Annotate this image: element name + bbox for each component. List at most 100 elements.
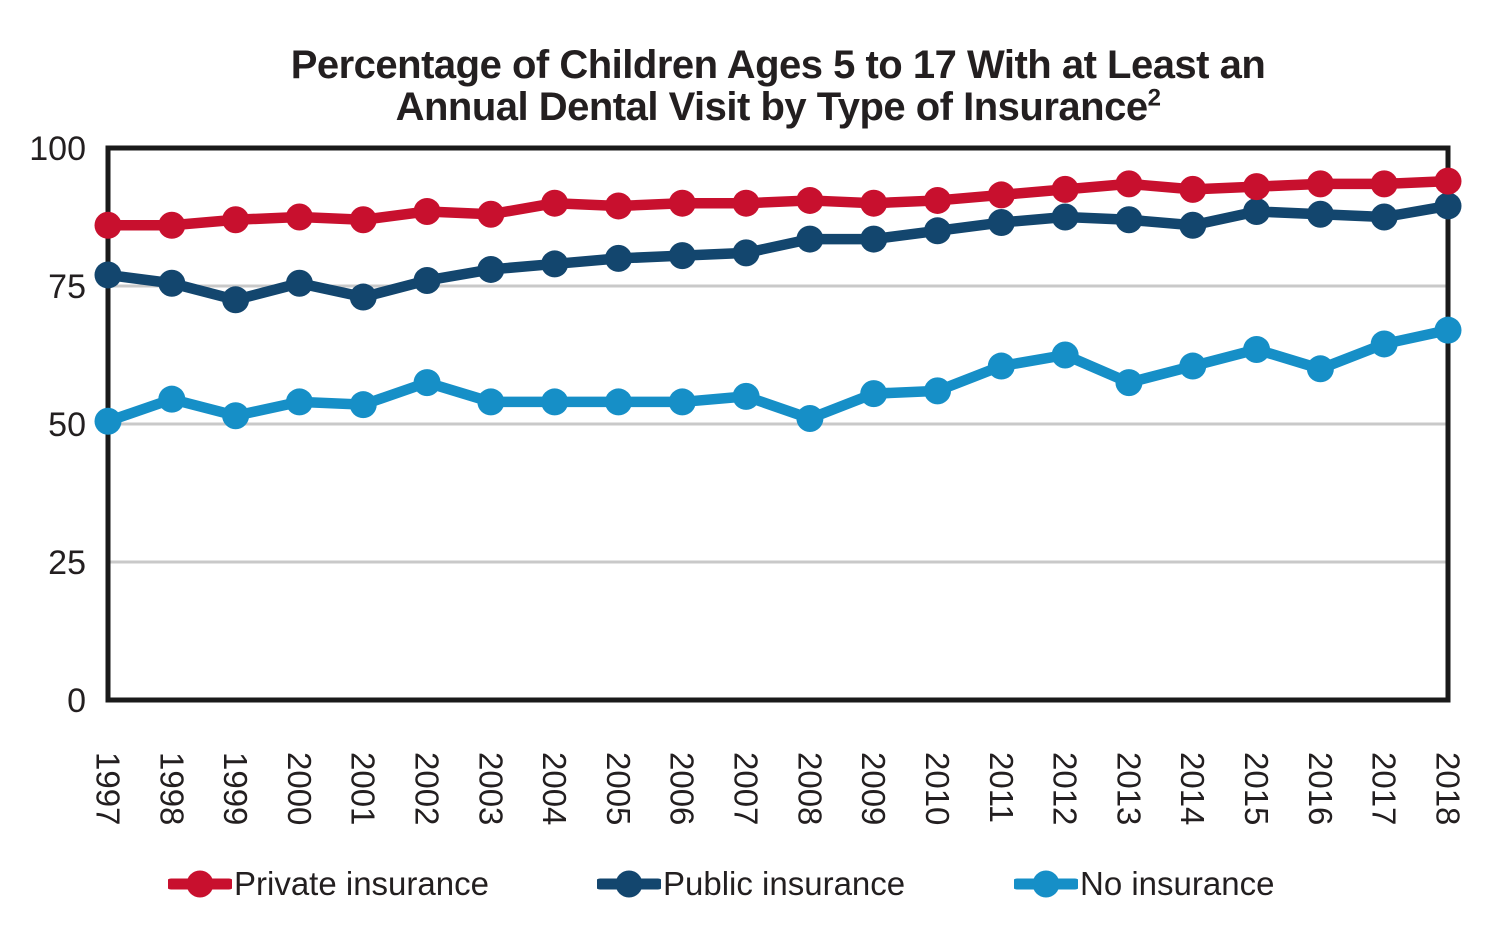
series-point-public-insurance-2002 xyxy=(413,266,441,294)
legend-marker-private-insurance xyxy=(168,870,232,898)
series-point-public-insurance-2009 xyxy=(860,225,888,253)
series-point-no-insurance-2017 xyxy=(1370,330,1398,358)
x-axis-tick-label-2005: 2005 xyxy=(600,752,637,825)
legend-marker-public-insurance xyxy=(597,870,661,898)
legend-label-public-insurance: Public insurance xyxy=(663,865,906,902)
x-axis-tick-label-2013: 2013 xyxy=(1110,752,1147,825)
x-axis-tick-label-2003: 2003 xyxy=(472,752,509,825)
legend-item-private-insurance: Private insurance xyxy=(168,862,489,906)
x-axis-tick-label-2004: 2004 xyxy=(536,752,573,825)
series-point-private-insurance-1997 xyxy=(94,211,122,239)
x-axis-tick-label-2017: 2017 xyxy=(1366,752,1403,825)
series-point-private-insurance-2014 xyxy=(1179,175,1207,203)
series-point-private-insurance-2000 xyxy=(285,203,313,231)
series-point-public-insurance-2013 xyxy=(1115,206,1143,234)
chart-title: Percentage of Children Ages 5 to 17 With… xyxy=(108,44,1448,128)
series-point-public-insurance-2000 xyxy=(285,269,313,297)
series-point-private-insurance-2015 xyxy=(1243,173,1271,201)
legend-item-public-insurance: Public insurance xyxy=(597,862,905,906)
x-axis-tick-label-2016: 2016 xyxy=(1302,752,1339,825)
series-line-private-insurance xyxy=(108,175,1449,231)
legend-marker-no-insurance xyxy=(1014,870,1078,898)
x-axis-tick-label-2009: 2009 xyxy=(855,752,892,825)
series-point-public-insurance-2011 xyxy=(987,209,1015,237)
x-axis-tick-label-2018: 2018 xyxy=(1429,752,1466,825)
series-point-public-insurance-2016 xyxy=(1306,200,1334,228)
x-axis-tick-label-2006: 2006 xyxy=(664,752,701,825)
chart-legend: Private insurance Public insurance No insu… xyxy=(0,862,1500,906)
chart-title-line2: Annual Dental Visit by Type of Insurance xyxy=(395,85,1149,129)
series-point-public-insurance-2014 xyxy=(1179,211,1207,239)
series-point-no-insurance-1998 xyxy=(158,385,186,413)
x-axis-tick-label-2002: 2002 xyxy=(408,752,445,825)
series-point-private-insurance-2007 xyxy=(732,189,760,217)
series-point-no-insurance-2015 xyxy=(1243,335,1271,363)
series-point-private-insurance-2013 xyxy=(1115,170,1143,198)
series-point-private-insurance-2010 xyxy=(924,186,952,214)
series-point-public-insurance-2003 xyxy=(477,255,505,283)
x-axis-tick-label-2001: 2001 xyxy=(345,752,382,825)
x-axis-tick-label-2008: 2008 xyxy=(791,752,828,825)
y-axis-tick-label-25: 25 xyxy=(48,544,86,582)
series-point-private-insurance-1998 xyxy=(158,211,186,239)
series-point-no-insurance-2004 xyxy=(541,388,569,416)
series-point-no-insurance-2012 xyxy=(1051,341,1079,369)
x-axis-tick-label-2010: 2010 xyxy=(919,752,956,825)
x-axis-tick-label-2011: 2011 xyxy=(983,752,1020,823)
series-point-no-insurance-1997 xyxy=(94,407,122,435)
series-point-no-insurance-2016 xyxy=(1306,355,1334,383)
series-point-no-insurance-2005 xyxy=(604,388,632,416)
series-point-no-insurance-2006 xyxy=(668,388,696,416)
x-axis-tick-label-1997: 1997 xyxy=(89,752,126,825)
series-point-public-insurance-1997 xyxy=(94,261,122,289)
series-point-private-insurance-2003 xyxy=(477,200,505,228)
series-point-no-insurance-2009 xyxy=(860,380,888,408)
x-axis-tick-label-1998: 1998 xyxy=(153,752,190,825)
series-point-private-insurance-2002 xyxy=(413,197,441,225)
legend-label-private-insurance: Private insurance xyxy=(234,865,489,902)
series-point-public-insurance-2015 xyxy=(1243,197,1271,225)
series-point-public-insurance-1998 xyxy=(158,269,186,297)
series-point-private-insurance-2005 xyxy=(604,192,632,220)
series-point-public-insurance-2017 xyxy=(1370,203,1398,231)
series-line-public-insurance xyxy=(107,200,1449,306)
series-point-public-insurance-1999 xyxy=(222,286,250,314)
series-point-no-insurance-1999 xyxy=(222,402,250,430)
series-point-no-insurance-2007 xyxy=(732,382,760,410)
series-point-no-insurance-2010 xyxy=(924,377,952,405)
legend-item-no-insurance: No insurance xyxy=(1014,862,1274,906)
series-point-no-insurance-2003 xyxy=(477,388,505,416)
series-point-private-insurance-2018 xyxy=(1434,167,1462,195)
series-point-private-insurance-1999 xyxy=(222,206,250,234)
y-axis-tick-label-100: 100 xyxy=(29,130,86,168)
series-point-no-insurance-2018 xyxy=(1434,316,1462,344)
series-point-no-insurance-2013 xyxy=(1115,369,1143,397)
series-point-public-insurance-2010 xyxy=(924,217,952,245)
series-point-private-insurance-2009 xyxy=(860,189,888,217)
series-point-no-insurance-2011 xyxy=(987,352,1015,380)
series-point-public-insurance-2007 xyxy=(732,239,760,267)
legend-label-no-insurance: No insurance xyxy=(1080,865,1275,902)
series-point-private-insurance-2011 xyxy=(987,181,1015,209)
x-axis-tick-label-2007: 2007 xyxy=(728,752,765,825)
x-axis-tick-label-2000: 2000 xyxy=(281,752,318,825)
series-point-private-insurance-2017 xyxy=(1370,170,1398,198)
series-point-no-insurance-2002 xyxy=(413,369,441,397)
series-point-no-insurance-2000 xyxy=(285,388,313,416)
series-point-public-insurance-2001 xyxy=(349,283,377,311)
y-axis-tick-label-75: 75 xyxy=(48,268,86,306)
series-point-private-insurance-2004 xyxy=(541,189,569,217)
series-point-public-insurance-2012 xyxy=(1051,203,1079,231)
x-axis-tick-label-2015: 2015 xyxy=(1238,752,1275,825)
series-point-private-insurance-2006 xyxy=(668,189,696,217)
x-axis-tick-label-1999: 1999 xyxy=(217,752,254,825)
chart-title-line1: Percentage of Children Ages 5 to 17 With… xyxy=(290,43,1266,87)
series-point-private-insurance-2001 xyxy=(349,206,377,234)
x-axis-tick-label-2014: 2014 xyxy=(1174,752,1211,825)
series-point-private-insurance-2012 xyxy=(1051,175,1079,203)
series-point-public-insurance-2018 xyxy=(1434,192,1462,220)
series-point-public-insurance-2005 xyxy=(604,244,632,272)
series-point-private-insurance-2016 xyxy=(1306,170,1334,198)
